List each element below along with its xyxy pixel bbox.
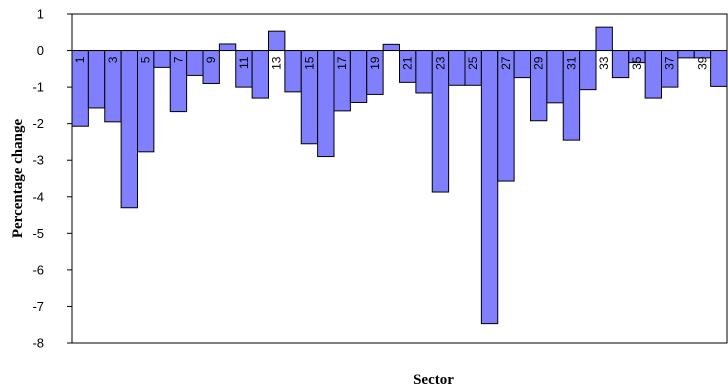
x-category-label: 13 [270,56,284,70]
y-tick-label: -5 [32,226,44,241]
x-category-label: 11 [237,56,251,69]
x-category-label: 31 [564,56,578,70]
bar-sector-8 [186,50,204,76]
bar-sector-33 [595,26,613,52]
bar-sector-40 [710,50,728,87]
bar-sector-12 [251,50,269,99]
bar-sector-4 [120,50,138,209]
y-axis: 1 0 -1 -2 -3 -4 -5 -6 -7 -8 [32,7,72,351]
bar-sector-36 [644,50,662,99]
bar-sector-13 [268,30,286,52]
category-labels: 1 3 5 7 9 11 13 15 17 19 21 23 25 27 29 31 33 35 37 39 [73,56,709,70]
bar-sector-34 [611,50,630,79]
y-tick-label: -3 [32,153,44,168]
bar-sector-2 [87,50,106,109]
x-category-label: 1 [73,56,87,63]
y-tick-label: -8 [32,336,44,351]
x-category-label: 7 [171,56,185,63]
x-category-label: 19 [368,56,382,70]
bar-sector-5 [137,50,155,153]
x-category-label: 9 [204,56,218,63]
x-category-label: 17 [335,56,349,70]
bar-sector-9 [202,50,220,84]
x-category-label: 25 [466,56,480,70]
bar-sector-23 [431,50,450,193]
y-tick-label: 0 [37,43,44,58]
bar-sector-20 [382,43,400,52]
x-category-label: 27 [499,56,513,70]
bar-sector-18 [349,50,368,103]
bars-group [71,26,728,325]
bar-sector-14 [284,50,302,93]
x-category-label: 15 [302,56,316,70]
bar-sector-10 [218,43,237,52]
x-category-label: 33 [597,56,611,70]
y-tick-label: -2 [32,116,44,131]
y-tick-label: -6 [32,262,44,277]
x-axis-title: Sector [413,372,454,388]
x-category-label: 23 [433,56,447,70]
x-category-label: 39 [695,56,709,70]
y-tick-label: -4 [32,189,44,204]
bar-sector-24 [448,50,466,86]
bar-sector-16 [317,50,335,158]
y-tick-label: -7 [32,299,44,314]
x-category-label: 35 [630,56,644,70]
bar-sector-32 [579,50,597,91]
x-category-label: 21 [401,56,415,70]
bar-sector-30 [546,50,564,104]
y-axis-title: Percentage change [10,119,26,239]
y-tick-label: -1 [32,80,44,95]
bar-sector-26 [480,50,499,325]
y-tick-label: 1 [37,7,44,22]
bar-sector-22 [415,50,433,94]
x-category-label: 5 [139,56,153,63]
x-category-label: 37 [663,56,677,70]
bar-sector-38 [677,50,695,59]
x-category-label: 3 [106,56,120,63]
x-category-label: 29 [532,56,546,70]
bar-sector-28 [513,50,531,79]
bar-sector-6 [153,50,171,68]
